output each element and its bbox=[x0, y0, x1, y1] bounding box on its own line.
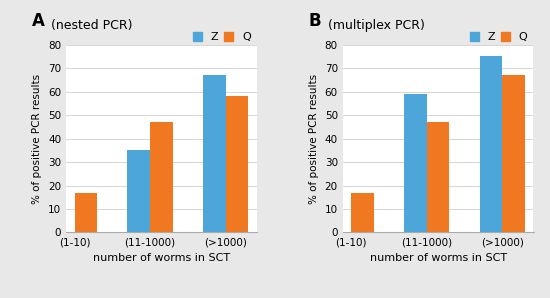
Text: A: A bbox=[32, 12, 45, 30]
Bar bbox=[427, 122, 449, 232]
Bar bbox=[480, 56, 502, 232]
Y-axis label: % of positive PCR results: % of positive PCR results bbox=[309, 74, 319, 204]
Text: (multiplex PCR): (multiplex PCR) bbox=[323, 18, 425, 32]
Legend: Z, Q: Z, Q bbox=[189, 28, 255, 47]
Bar bbox=[75, 193, 97, 232]
Legend: Z, Q: Z, Q bbox=[465, 28, 532, 47]
Y-axis label: % of positive PCR results: % of positive PCR results bbox=[32, 74, 42, 204]
Bar bbox=[351, 193, 374, 232]
Text: B: B bbox=[309, 12, 321, 30]
Bar bbox=[226, 96, 248, 232]
X-axis label: number of worms in SCT: number of worms in SCT bbox=[370, 253, 507, 263]
Bar bbox=[404, 94, 427, 232]
Bar bbox=[128, 150, 150, 232]
Bar bbox=[203, 75, 225, 232]
Bar bbox=[150, 122, 173, 232]
Bar bbox=[502, 75, 525, 232]
X-axis label: number of worms in SCT: number of worms in SCT bbox=[93, 253, 230, 263]
Text: (nested PCR): (nested PCR) bbox=[47, 18, 133, 32]
